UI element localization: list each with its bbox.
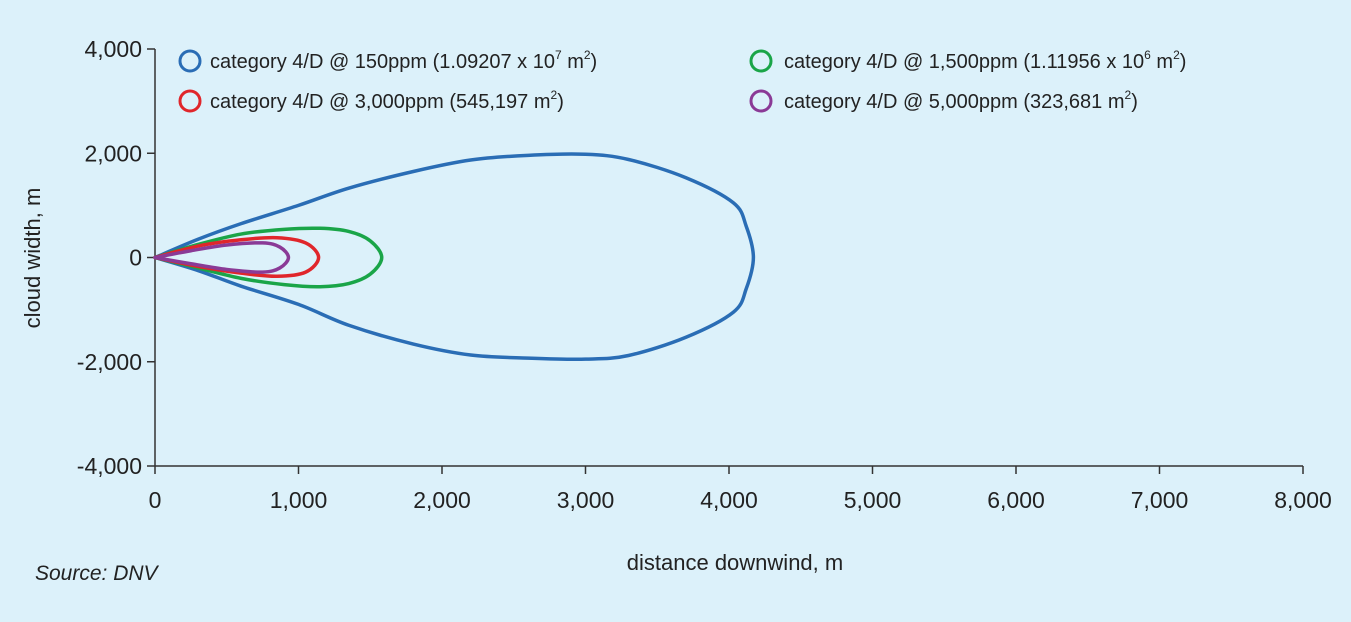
legend: category 4/D @ 150ppm (1.09207 x 107 m2)… xyxy=(178,48,1186,113)
legend-marker-5000ppm xyxy=(749,89,773,113)
legend-item-3000ppm: category 4/D @ 3,000ppm (545,197 m2) xyxy=(178,88,564,113)
x-tick-label: 2,000 xyxy=(413,487,471,513)
x-tick-label: 0 xyxy=(149,487,162,513)
y-tick-label: -4,000 xyxy=(77,453,142,479)
legend-label-3000ppm: category 4/D @ 3,000ppm (545,197 m2) xyxy=(210,88,564,113)
legend-label-5000ppm: category 4/D @ 5,000ppm (323,681 m2) xyxy=(784,88,1138,113)
legend-label-1500ppm: category 4/D @ 1,500ppm (1.11956 x 106 m… xyxy=(784,48,1186,73)
x-tick-label: 8,000 xyxy=(1274,487,1332,513)
y-tick-label: 4,000 xyxy=(84,36,142,62)
legend-item-1500ppm: category 4/D @ 1,500ppm (1.11956 x 106 m… xyxy=(749,48,1186,73)
x-tick-label: 4,000 xyxy=(700,487,758,513)
legend-item-150ppm: category 4/D @ 150ppm (1.09207 x 107 m2) xyxy=(178,48,597,73)
x-tick-label: 1,000 xyxy=(270,487,328,513)
axis-ticks: 0 1,000 2,000 3,000 4,000 5,000 6,000 7,000 8,00… xyxy=(77,36,1332,513)
legend-item-5000ppm: category 4/D @ 5,000ppm (323,681 m2) xyxy=(749,88,1138,113)
series-curves xyxy=(153,152,756,362)
x-tick-label: 7,000 xyxy=(1131,487,1189,513)
x-tick-label: 3,000 xyxy=(557,487,615,513)
y-axis-title: cloud width, m xyxy=(20,188,45,329)
series-curve-1500ppm xyxy=(153,226,384,289)
x-axis-title: distance downwind, m xyxy=(627,550,843,575)
series-curve-5000ppm xyxy=(153,241,291,274)
legend-marker-3000ppm xyxy=(178,89,202,113)
source-credit: Source: DNV xyxy=(35,562,160,585)
y-tick-label: 0 xyxy=(129,245,142,271)
x-tick-label: 5,000 xyxy=(844,487,902,513)
x-tick-label: 6,000 xyxy=(987,487,1045,513)
y-tick-label: -2,000 xyxy=(77,349,142,375)
series-curve-150ppm xyxy=(153,152,756,362)
legend-marker-150ppm xyxy=(178,49,202,73)
legend-label-150ppm: category 4/D @ 150ppm (1.09207 x 107 m2) xyxy=(210,48,597,73)
y-tick-label: 2,000 xyxy=(84,140,142,166)
legend-marker-1500ppm xyxy=(749,49,773,73)
